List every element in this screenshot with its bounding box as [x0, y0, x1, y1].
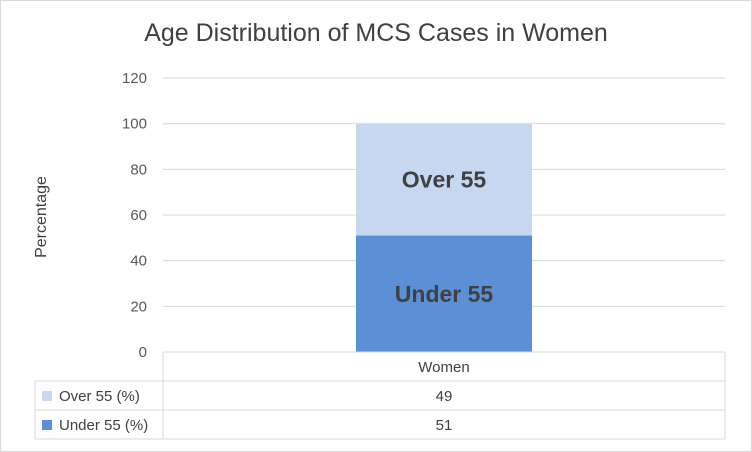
y-tick-label: 20	[130, 298, 147, 315]
legend-swatch	[42, 391, 52, 401]
bar-segment	[356, 123, 532, 236]
table-value: 49	[436, 388, 453, 405]
legend-swatch	[42, 420, 52, 430]
x-tick-label: Women	[418, 359, 469, 376]
bar-segment	[356, 235, 532, 352]
segment-label: Under 55	[395, 281, 494, 307]
y-tick-label: 80	[130, 161, 147, 178]
y-tick-label: 40	[130, 253, 147, 270]
y-tick-label: 60	[130, 207, 147, 224]
segment-label: Over 55	[402, 167, 487, 193]
legend-label: Over 55 (%)	[59, 388, 140, 405]
table-value: 51	[436, 417, 453, 434]
y-tick-label: 120	[122, 70, 147, 87]
y-tick-label: 100	[122, 116, 147, 133]
chart-title: Age Distribution of MCS Cases in Women	[144, 19, 608, 47]
legend-label: Under 55 (%)	[59, 417, 148, 434]
y-tick-label: 0	[139, 344, 147, 361]
